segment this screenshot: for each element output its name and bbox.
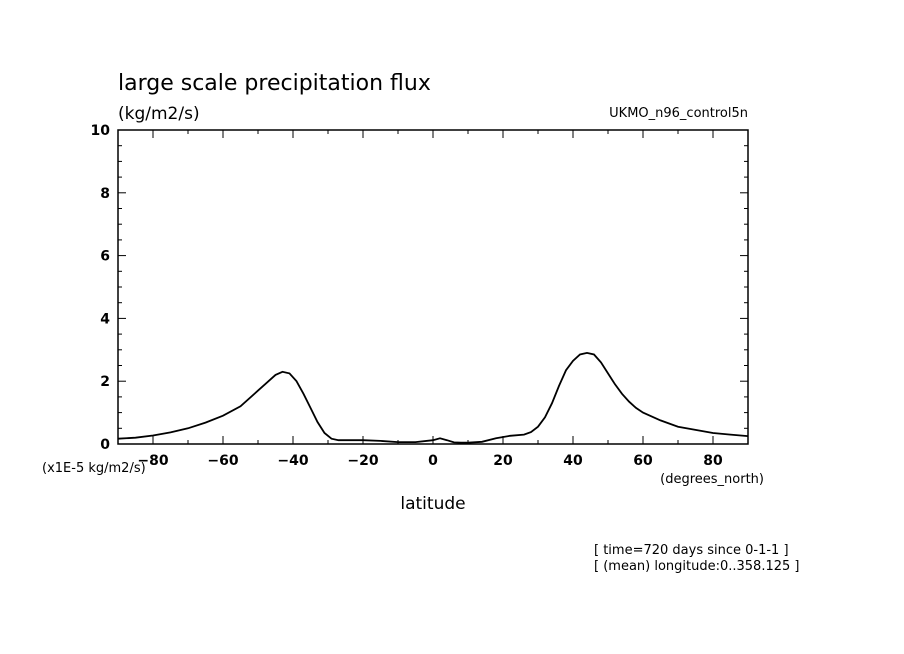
chart-title: large scale precipitation flux [118,71,431,96]
y-scale-label: (x1E-5 kg/m2/s) [42,461,146,476]
x-axis-label: latitude [400,494,465,514]
x-tick-label: −80 [137,453,168,469]
axis-ticks [117,129,749,445]
x-tick-labels: −80 −60 −40 −20 0 20 40 60 80 [137,453,723,469]
y-tick-label: 6 [100,249,110,265]
units-label: (kg/m2/s) [118,104,200,124]
y-tick-labels: 0 2 4 6 8 10 [91,123,111,453]
info-time: [ time=720 days since 0-1-1 ] [594,543,789,558]
x-tick-label: −60 [207,453,238,469]
x-tick-label: −20 [347,453,378,469]
model-label: UKMO_n96_control5n [609,106,748,121]
y-tick-label: 10 [91,123,111,139]
x-units-label: (degrees_north) [660,472,764,487]
y-tick-label: 0 [100,437,110,453]
x-tick-label: 80 [703,453,723,469]
x-tick-label: 0 [428,453,438,469]
x-tick-label: 20 [493,453,513,469]
info-longitude: [ (mean) longitude:0..358.125 ] [594,559,799,574]
plot-frame [117,129,749,445]
x-tick-label: 60 [633,453,653,469]
x-tick-label: 40 [563,453,583,469]
series-line [117,351,749,444]
x-tick-label: −40 [277,453,308,469]
y-tick-label: 4 [100,311,110,327]
y-tick-label: 2 [100,374,110,390]
y-tick-label: 8 [100,186,110,202]
